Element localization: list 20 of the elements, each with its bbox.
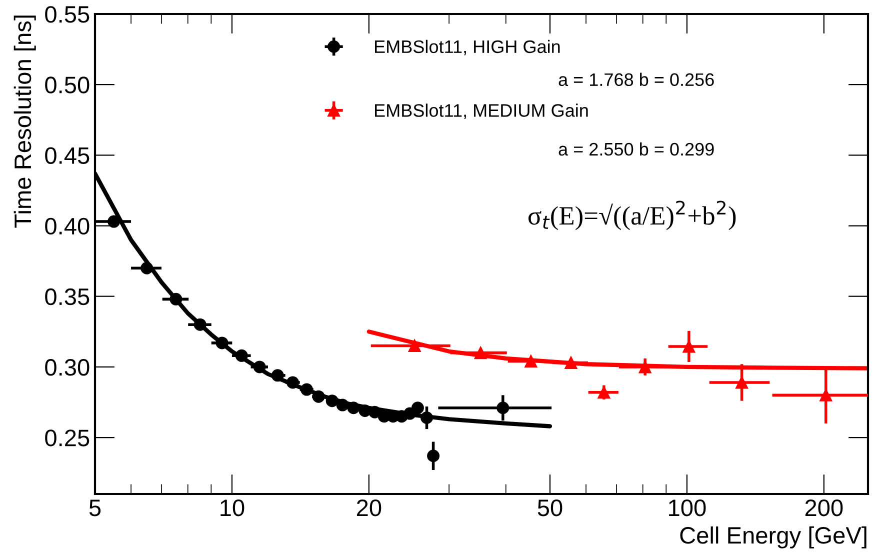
- x-tick-label: 10: [220, 499, 244, 516]
- legend-label: EMBSlot11, MEDIUM Gain: [375, 104, 588, 120]
- x-tick-label: 50: [538, 499, 562, 516]
- y-tick-label: 0.35: [45, 288, 90, 306]
- y-tick-label: 0.50: [45, 76, 90, 94]
- x-tick-label: 100: [669, 499, 706, 516]
- y-tick-label: 0.55: [45, 6, 90, 23]
- annotation: a = 1.768 b = 0.256: [558, 72, 714, 86]
- x-tick-label: 5: [89, 500, 101, 516]
- y-tick-label: 0.30: [45, 359, 90, 376]
- y-tick-label: 0.45: [45, 147, 90, 164]
- annotation: a = 2.550 b = 0.299: [558, 142, 714, 156]
- y-axis-title: Time Resolution [ns]: [14, 16, 36, 228]
- x-tick-label: 20: [356, 499, 382, 516]
- y-tick-label: 0.40: [45, 218, 90, 235]
- x-axis-title: Cell Energy [GeV]: [680, 526, 866, 548]
- x-tick-label: 200: [805, 499, 843, 516]
- y-tick-label: 0.25: [45, 430, 90, 446]
- legend-label: EMBSlot11, HIGH Gain: [375, 40, 560, 56]
- annotation: σ$_{t}$(E)=√((a/E)$^{2}$+b$^{2}$): [528, 200, 736, 230]
